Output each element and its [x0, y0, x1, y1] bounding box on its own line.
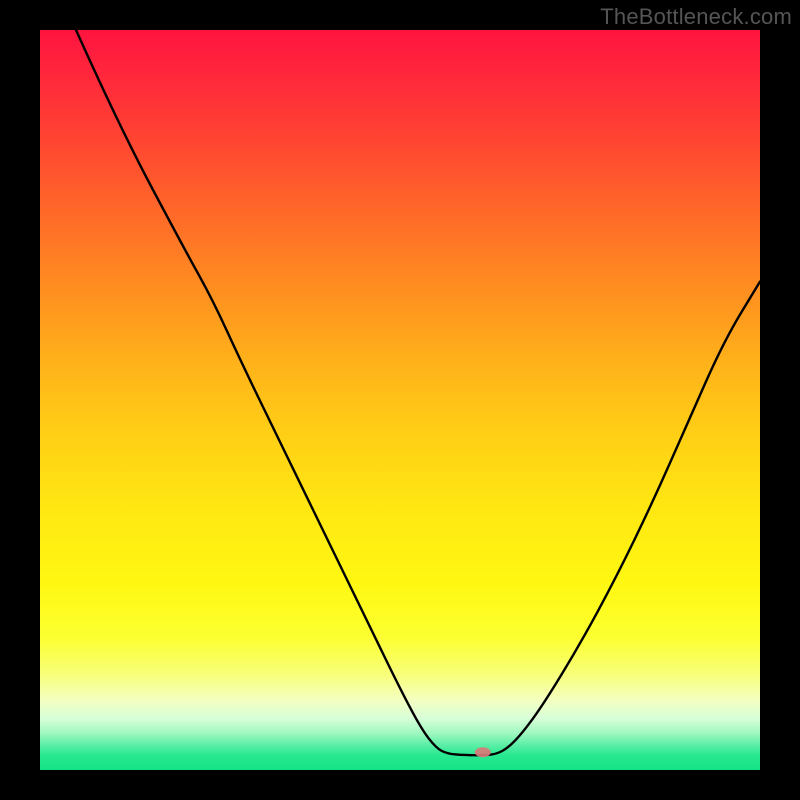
plot-area	[40, 30, 760, 770]
chart-container: TheBottleneck.com	[0, 0, 800, 800]
optimal-point-marker	[475, 747, 491, 757]
watermark-label: TheBottleneck.com	[600, 4, 792, 30]
bottleneck-curve-chart	[40, 30, 760, 770]
gradient-background	[40, 30, 760, 770]
